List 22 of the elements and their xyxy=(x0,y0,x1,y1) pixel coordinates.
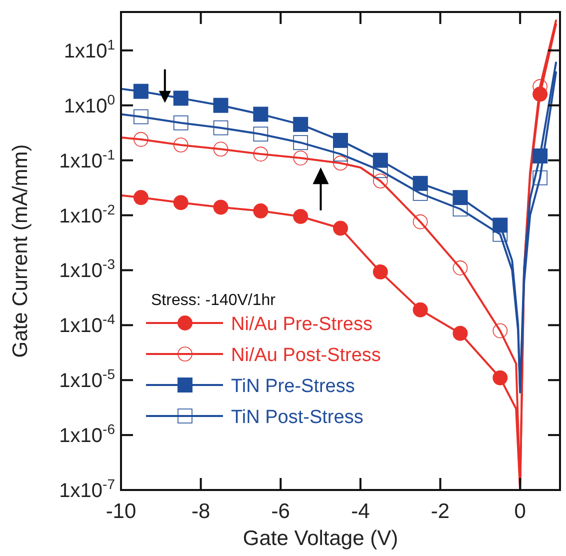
legend-label: TiN Post-Stress xyxy=(231,407,364,428)
y-tick-label: 1x10$^{-3}$ xyxy=(59,256,116,282)
legend-title: Stress: -140V/1hr xyxy=(151,292,276,309)
y-tick-label: 1x10$^{-1}$ xyxy=(59,146,116,172)
y-tick-label: 1x10$^{-7}$ xyxy=(59,476,116,502)
y-tick-label: 1x10$^{-6}$ xyxy=(59,421,116,448)
legend-label: Ni/Au Post-Stress xyxy=(231,345,381,366)
x-tick-label: -10 xyxy=(106,500,136,523)
x-axis-title: Gate Voltage (V) xyxy=(242,527,398,550)
y-tick-label: 1x10$^{1}$ xyxy=(64,36,116,62)
y-tick-label: 1x10$^{-4}$ xyxy=(59,311,116,338)
x-tick-label: -2 xyxy=(430,500,450,523)
x-tick-label: -4 xyxy=(351,500,370,523)
legend-label: TiN Pre-Stress xyxy=(231,376,355,397)
x-tick-label: -6 xyxy=(271,500,290,523)
y-axis-title: Gate Current (mA/mm) xyxy=(9,144,32,358)
x-tick-label: -8 xyxy=(191,500,210,523)
legend-label: Ni/Au Pre-Stress xyxy=(231,314,372,335)
y-tick-label: 1x10$^{-5}$ xyxy=(59,366,116,392)
y-tick-label: 1x10$^{0}$ xyxy=(64,91,116,118)
x-tick-label: 0 xyxy=(514,500,526,523)
y-tick-label: 1x10$^{-2}$ xyxy=(59,201,116,228)
